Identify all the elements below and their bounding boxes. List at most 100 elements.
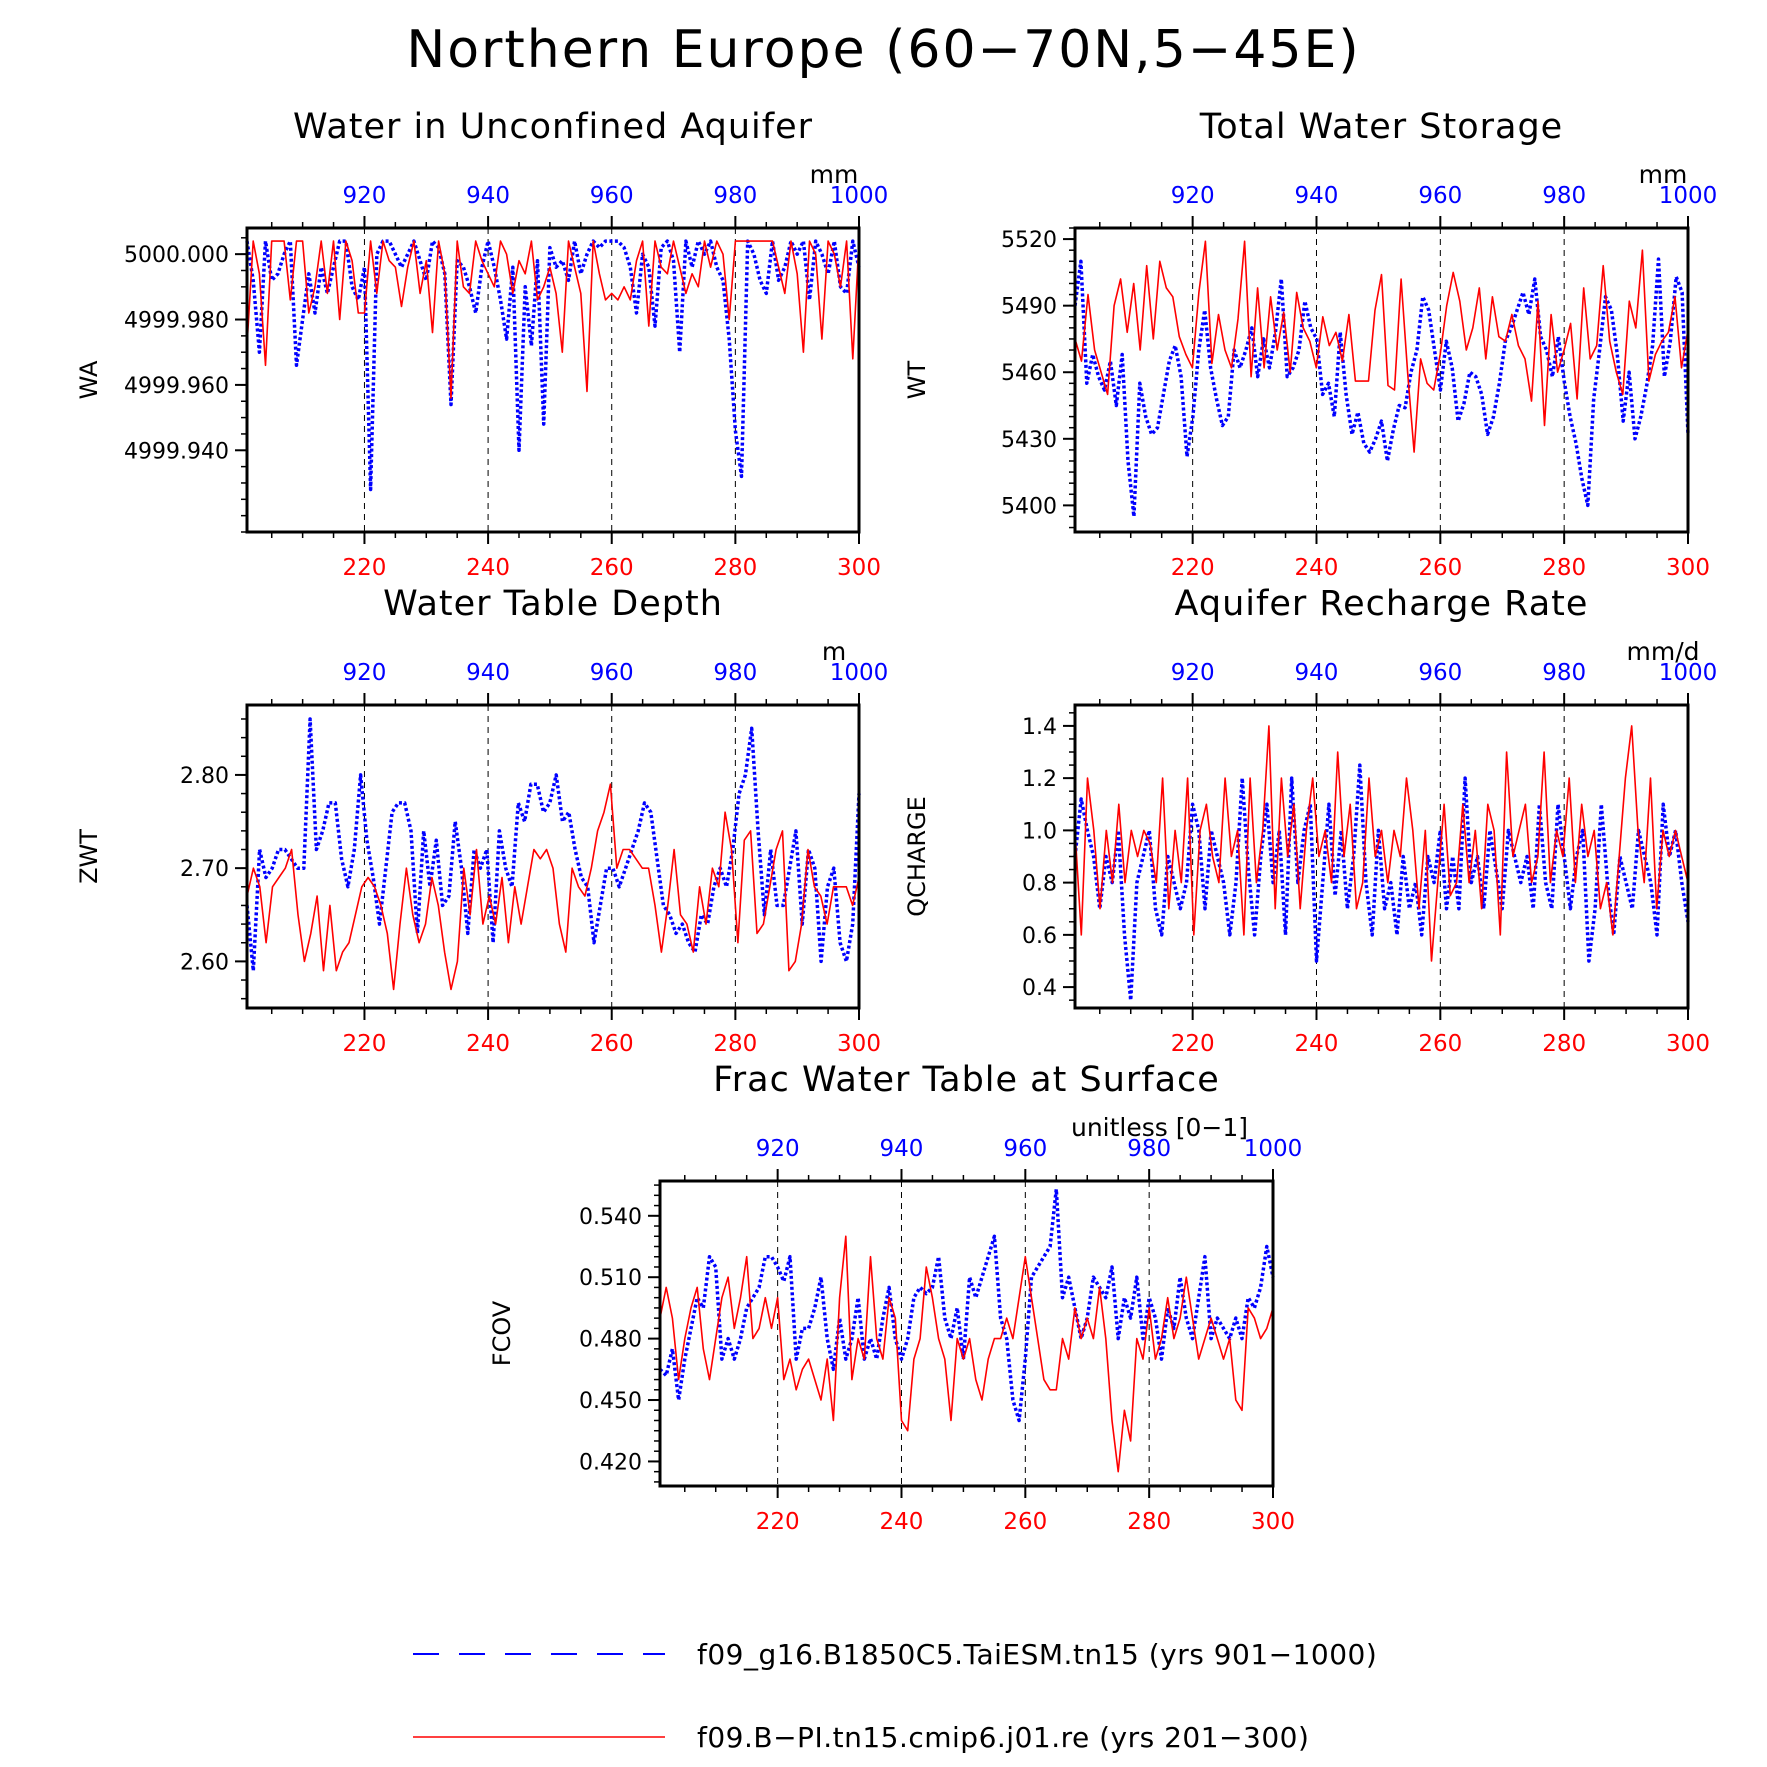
x-top-tick-label: 920 — [756, 1136, 800, 1162]
series-line-blue — [658, 1187, 1275, 1423]
y-tick-label: 5000.000 — [124, 243, 229, 268]
x-bottom-tick-label: 300 — [1251, 1509, 1295, 1535]
y-tick-label: 0.4 — [1022, 976, 1057, 1001]
x-top-tick-label: 1000 — [830, 660, 889, 686]
x-bottom-tick-label: 240 — [1295, 1031, 1339, 1057]
x-top-tick-label: 980 — [1542, 660, 1586, 686]
y-axis-label: WT — [903, 360, 931, 399]
x-top-tick-label: 920 — [343, 660, 387, 686]
x-bottom-tick-label: 300 — [1666, 1031, 1710, 1057]
panel-title: Water in Unconfined Aquifer — [293, 107, 813, 147]
x-bottom-tick-label: 300 — [1666, 555, 1710, 581]
legend: f09_g16.B1850C5.TaiESM.tn15 (yrs 901−100… — [413, 1638, 1377, 1754]
x-bottom-tick-label: 280 — [713, 1031, 757, 1057]
series-line-red — [659, 1235, 1274, 1473]
series-line-blue — [245, 239, 861, 492]
x-bottom-tick-label: 240 — [466, 1031, 510, 1057]
panel-title: Aquifer Recharge Rate — [1175, 584, 1589, 624]
y-tick-label: 1.2 — [1022, 767, 1057, 792]
x-top-tick-label: 960 — [590, 660, 634, 686]
x-bottom-tick-label: 300 — [837, 1031, 881, 1057]
y-tick-label: 5430 — [1001, 428, 1057, 453]
series-line-blue — [1073, 763, 1690, 1002]
y-tick-label: 2.60 — [180, 950, 229, 975]
x-top-tick-label: 980 — [1542, 183, 1586, 209]
x-top-tick-label: 940 — [880, 1136, 924, 1162]
x-top-tick-label: 940 — [1295, 183, 1339, 209]
x-top-tick-label: 960 — [1418, 660, 1462, 686]
x-bottom-tick-label: 280 — [1542, 1031, 1586, 1057]
plot-frame — [245, 703, 861, 1010]
y-tick-label: 2.70 — [180, 857, 229, 882]
x-top-tick-label: 980 — [713, 660, 757, 686]
y-tick-label: 1.0 — [1022, 819, 1057, 844]
series-line-blue — [245, 717, 861, 973]
x-bottom-tick-label: 300 — [837, 555, 881, 581]
y-axis-label: ZWT — [75, 829, 103, 884]
x-top-tick-label: 980 — [713, 183, 757, 209]
y-tick-label: 5400 — [1001, 494, 1057, 519]
x-top-tick-label: 940 — [466, 183, 510, 209]
y-axis-label: QCHARGE — [903, 796, 931, 917]
panel-1: Water in Unconfined Aquifer mm 5000.000 499… — [75, 107, 888, 581]
x-bottom-tick-label: 220 — [343, 1031, 387, 1057]
x-bottom-tick-label: 280 — [1127, 1509, 1171, 1535]
x-top-tick-label: 920 — [343, 183, 387, 209]
plot-frame — [658, 1179, 1275, 1488]
panel-units: m — [822, 637, 846, 666]
series-line-red — [1074, 725, 1689, 962]
x-bottom-tick-label: 220 — [343, 555, 387, 581]
x-top-tick-label: 1000 — [1244, 1136, 1303, 1162]
x-bottom-tick-label: 260 — [590, 555, 634, 581]
x-bottom-tick-label: 240 — [466, 555, 510, 581]
x-top-tick-label: 940 — [466, 660, 510, 686]
x-bottom-tick-label: 260 — [1418, 555, 1462, 581]
panel-units: unitless [0−1] — [1071, 1113, 1248, 1142]
panel-3: Water Table Depth m 2.80 2.70 2.60 ZWT 220 240 2… — [75, 584, 888, 1057]
panel-units: mm — [1639, 160, 1688, 189]
x-top-tick-label: 1000 — [830, 183, 889, 209]
x-top-tick-label: 940 — [1295, 660, 1339, 686]
x-top-tick-label: 960 — [1003, 1136, 1047, 1162]
series-line-red — [1074, 240, 1689, 453]
panel-5: Frac Water Table at Surface unitless [0−1… — [488, 1060, 1302, 1535]
y-tick-label: 5460 — [1001, 361, 1057, 386]
x-top-tick-label: 1000 — [1659, 183, 1718, 209]
panel-title: Total Water Storage — [1199, 107, 1563, 147]
y-tick-label: 0.480 — [579, 1328, 642, 1353]
x-top-tick-label: 960 — [590, 183, 634, 209]
y-tick-label: 2.80 — [180, 764, 229, 789]
y-tick-label: 4999.980 — [124, 309, 229, 334]
y-tick-label: 4999.940 — [124, 439, 229, 464]
x-bottom-tick-label: 240 — [1295, 555, 1339, 581]
x-top-tick-label: 920 — [1171, 660, 1215, 686]
y-tick-label: 0.420 — [579, 1450, 642, 1475]
x-bottom-tick-label: 220 — [1171, 555, 1215, 581]
x-bottom-tick-label: 260 — [1003, 1509, 1047, 1535]
y-tick-label: 5490 — [1001, 295, 1057, 320]
x-top-tick-label: 980 — [1127, 1136, 1171, 1162]
x-bottom-tick-label: 240 — [880, 1509, 924, 1535]
x-bottom-tick-label: 220 — [1171, 1031, 1215, 1057]
y-tick-label: 0.6 — [1022, 924, 1057, 949]
panel-title: Water Table Depth — [383, 584, 723, 624]
x-bottom-tick-label: 280 — [1542, 555, 1586, 581]
y-tick-label: 0.540 — [579, 1205, 642, 1230]
panel-title: Frac Water Table at Surface — [713, 1060, 1220, 1100]
x-bottom-tick-label: 260 — [590, 1031, 634, 1057]
plot-frame — [1073, 226, 1690, 534]
panel-4: Aquifer Recharge Rate mm/d 1.4 1.2 1.0 0.8 0.6… — [903, 584, 1717, 1057]
y-axis-label: FCOV — [488, 1300, 516, 1366]
x-bottom-tick-label: 280 — [713, 555, 757, 581]
x-top-tick-label: 920 — [1171, 183, 1215, 209]
y-axis-label: WA — [75, 360, 103, 399]
x-top-tick-label: 960 — [1418, 183, 1462, 209]
y-tick-label: 0.450 — [579, 1389, 642, 1414]
y-tick-label: 4999.960 — [124, 374, 229, 399]
series-line-red — [246, 783, 860, 991]
panel-units: mm — [810, 160, 859, 189]
series-line-blue — [1073, 257, 1690, 519]
series-line-red — [246, 240, 860, 399]
legend-label: f09.B−PI.tn15.cmip6.j01.re (yrs 201−300) — [697, 1721, 1309, 1754]
